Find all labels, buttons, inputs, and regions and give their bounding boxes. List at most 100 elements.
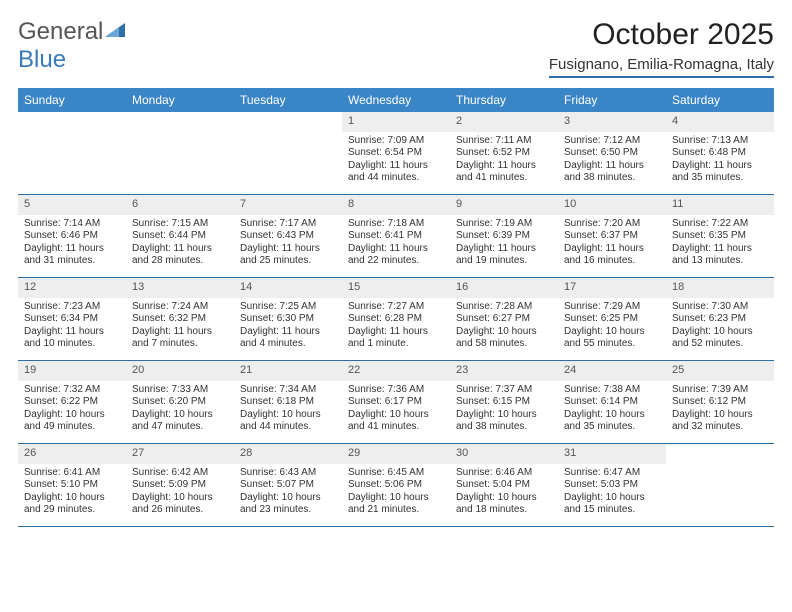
- day-cell: 20Sunrise: 7:33 AMSunset: 6:20 PMDayligh…: [126, 361, 234, 443]
- day-number: 18: [666, 278, 774, 298]
- day-number: 17: [558, 278, 666, 298]
- day-info-line: Daylight: 11 hours: [240, 326, 336, 339]
- day-info-line: Daylight: 11 hours: [132, 326, 228, 339]
- day-info-line: Daylight: 10 hours: [240, 492, 336, 505]
- day-cell-body: Sunrise: 7:09 AMSunset: 6:54 PMDaylight:…: [342, 132, 450, 190]
- day-cell-body: Sunrise: 7:17 AMSunset: 6:43 PMDaylight:…: [234, 215, 342, 273]
- day-number: 19: [18, 361, 126, 381]
- day-number: [126, 112, 234, 132]
- day-header-row: Sunday Monday Tuesday Wednesday Thursday…: [18, 88, 774, 112]
- week-row: 26Sunrise: 6:41 AMSunset: 5:10 PMDayligh…: [18, 444, 774, 527]
- day-info-line: Sunset: 5:10 PM: [24, 479, 120, 492]
- calendar-grid: Sunday Monday Tuesday Wednesday Thursday…: [18, 88, 774, 527]
- day-cell-body: Sunrise: 7:23 AMSunset: 6:34 PMDaylight:…: [18, 298, 126, 356]
- day-info-line: and 35 minutes.: [564, 421, 660, 434]
- day-info-line: Daylight: 11 hours: [24, 326, 120, 339]
- day-number: 31: [558, 444, 666, 464]
- day-info-line: and 35 minutes.: [672, 172, 768, 185]
- day-number: [666, 444, 774, 464]
- day-number: [18, 112, 126, 132]
- day-info-line: Sunrise: 7:14 AM: [24, 218, 120, 231]
- day-info-line: and 49 minutes.: [24, 421, 120, 434]
- day-cell: 29Sunrise: 6:45 AMSunset: 5:06 PMDayligh…: [342, 444, 450, 526]
- day-info-line: and 16 minutes.: [564, 255, 660, 268]
- day-info-line: Sunrise: 7:12 AM: [564, 135, 660, 148]
- day-info-line: Sunset: 6:54 PM: [348, 147, 444, 160]
- day-cell-body: Sunrise: 6:43 AMSunset: 5:07 PMDaylight:…: [234, 464, 342, 522]
- day-info-line: Daylight: 10 hours: [132, 409, 228, 422]
- day-info-line: Sunrise: 7:24 AM: [132, 301, 228, 314]
- day-info-line: Daylight: 10 hours: [564, 409, 660, 422]
- day-info-line: Sunset: 6:41 PM: [348, 230, 444, 243]
- logo: General Blue: [18, 18, 127, 74]
- day-number: 29: [342, 444, 450, 464]
- day-cell-body: Sunrise: 7:34 AMSunset: 6:18 PMDaylight:…: [234, 381, 342, 439]
- day-cell: 3Sunrise: 7:12 AMSunset: 6:50 PMDaylight…: [558, 112, 666, 194]
- day-info-line: and 26 minutes.: [132, 504, 228, 517]
- day-cell: 12Sunrise: 7:23 AMSunset: 6:34 PMDayligh…: [18, 278, 126, 360]
- day-info-line: and 38 minutes.: [564, 172, 660, 185]
- day-cell-body: Sunrise: 6:47 AMSunset: 5:03 PMDaylight:…: [558, 464, 666, 522]
- day-info-line: Daylight: 11 hours: [348, 326, 444, 339]
- day-cell: 7Sunrise: 7:17 AMSunset: 6:43 PMDaylight…: [234, 195, 342, 277]
- day-info-line: Daylight: 11 hours: [456, 160, 552, 173]
- day-info-line: Daylight: 10 hours: [672, 409, 768, 422]
- day-info-line: Sunrise: 7:36 AM: [348, 384, 444, 397]
- day-cell-body: [126, 132, 234, 140]
- week-row: 1Sunrise: 7:09 AMSunset: 6:54 PMDaylight…: [18, 112, 774, 195]
- day-info-line: and 58 minutes.: [456, 338, 552, 351]
- day-cell: 10Sunrise: 7:20 AMSunset: 6:37 PMDayligh…: [558, 195, 666, 277]
- day-cell-body: [666, 464, 774, 472]
- day-info-line: Daylight: 10 hours: [240, 409, 336, 422]
- day-cell: [234, 112, 342, 194]
- day-number: 26: [18, 444, 126, 464]
- page-header: General Blue October 2025 Fusignano, Emi…: [18, 18, 774, 78]
- day-info-line: and 44 minutes.: [240, 421, 336, 434]
- day-info-line: Sunrise: 6:46 AM: [456, 467, 552, 480]
- day-info-line: Sunrise: 7:39 AM: [672, 384, 768, 397]
- day-cell: [126, 112, 234, 194]
- day-cell-body: [234, 132, 342, 140]
- title-block: October 2025 Fusignano, Emilia-Romagna, …: [549, 18, 774, 78]
- day-number: 27: [126, 444, 234, 464]
- day-info-line: and 21 minutes.: [348, 504, 444, 517]
- day-info-line: Sunset: 6:34 PM: [24, 313, 120, 326]
- day-cell: 27Sunrise: 6:42 AMSunset: 5:09 PMDayligh…: [126, 444, 234, 526]
- day-info-line: Daylight: 11 hours: [564, 243, 660, 256]
- day-info-line: Daylight: 10 hours: [24, 409, 120, 422]
- day-number: 9: [450, 195, 558, 215]
- day-header-thu: Thursday: [450, 88, 558, 112]
- day-cell: 31Sunrise: 6:47 AMSunset: 5:03 PMDayligh…: [558, 444, 666, 526]
- day-cell-body: Sunrise: 7:24 AMSunset: 6:32 PMDaylight:…: [126, 298, 234, 356]
- day-info-line: and 29 minutes.: [24, 504, 120, 517]
- day-info-line: Sunset: 5:03 PM: [564, 479, 660, 492]
- day-number: [234, 112, 342, 132]
- day-info-line: Sunset: 5:06 PM: [348, 479, 444, 492]
- day-info-line: Sunrise: 7:28 AM: [456, 301, 552, 314]
- day-header-wed: Wednesday: [342, 88, 450, 112]
- day-info-line: Sunset: 6:28 PM: [348, 313, 444, 326]
- day-number: 4: [666, 112, 774, 132]
- day-info-line: and 41 minutes.: [348, 421, 444, 434]
- day-info-line: Sunset: 6:52 PM: [456, 147, 552, 160]
- day-info-line: Sunrise: 6:45 AM: [348, 467, 444, 480]
- day-info-line: and 23 minutes.: [240, 504, 336, 517]
- day-number: 28: [234, 444, 342, 464]
- day-info-line: Sunset: 6:23 PM: [672, 313, 768, 326]
- day-info-line: Sunrise: 7:20 AM: [564, 218, 660, 231]
- day-cell-body: Sunrise: 7:37 AMSunset: 6:15 PMDaylight:…: [450, 381, 558, 439]
- day-cell-body: Sunrise: 7:39 AMSunset: 6:12 PMDaylight:…: [666, 381, 774, 439]
- day-cell-body: Sunrise: 7:19 AMSunset: 6:39 PMDaylight:…: [450, 215, 558, 273]
- day-info-line: and 25 minutes.: [240, 255, 336, 268]
- week-row: 12Sunrise: 7:23 AMSunset: 6:34 PMDayligh…: [18, 278, 774, 361]
- day-info-line: Sunrise: 7:38 AM: [564, 384, 660, 397]
- day-info-line: Daylight: 10 hours: [132, 492, 228, 505]
- day-info-line: Sunset: 6:14 PM: [564, 396, 660, 409]
- day-info-line: Sunset: 6:12 PM: [672, 396, 768, 409]
- day-cell-body: Sunrise: 7:15 AMSunset: 6:44 PMDaylight:…: [126, 215, 234, 273]
- day-number: 11: [666, 195, 774, 215]
- day-number: 15: [342, 278, 450, 298]
- logo-text-block: General Blue: [18, 18, 127, 74]
- day-info-line: and 15 minutes.: [564, 504, 660, 517]
- day-info-line: Sunrise: 7:32 AM: [24, 384, 120, 397]
